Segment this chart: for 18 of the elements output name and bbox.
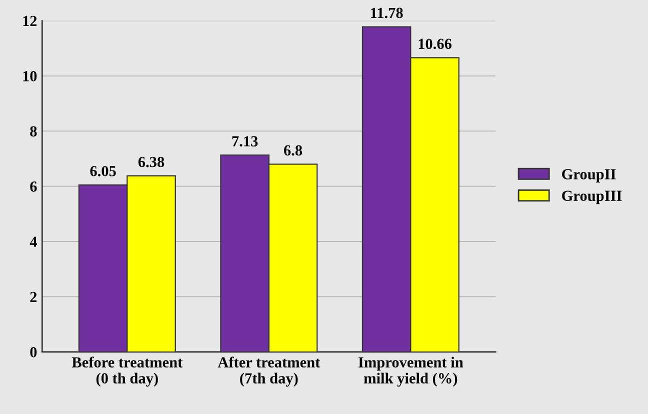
data-label: 6.05 (90, 166, 116, 176)
y-tick-label: 0 (30, 347, 37, 358)
x-tick-label: Before treatment (0 th day) (72, 356, 183, 387)
data-label: 11.78 (371, 8, 403, 18)
legend-label: GroupII (562, 169, 616, 182)
data-label: 7.13 (232, 136, 258, 147)
x-tick-label: Improvement in milk yield (%) (358, 356, 464, 387)
x-tick-label: After treatment (7th day) (218, 356, 320, 387)
y-tick-label: 4 (30, 236, 37, 247)
y-tick-label: 6 (30, 181, 37, 192)
y-tick-label: 2 (30, 292, 37, 302)
data-label: 6.8 (284, 145, 302, 156)
legend-label: GroupIII (562, 190, 622, 204)
data-label: 6.38 (138, 156, 164, 168)
data-label: 10.66 (418, 38, 452, 50)
y-tick-label: 12 (23, 16, 37, 26)
y-tick-label: 8 (30, 126, 37, 137)
y-tick-label: 10 (23, 71, 37, 82)
